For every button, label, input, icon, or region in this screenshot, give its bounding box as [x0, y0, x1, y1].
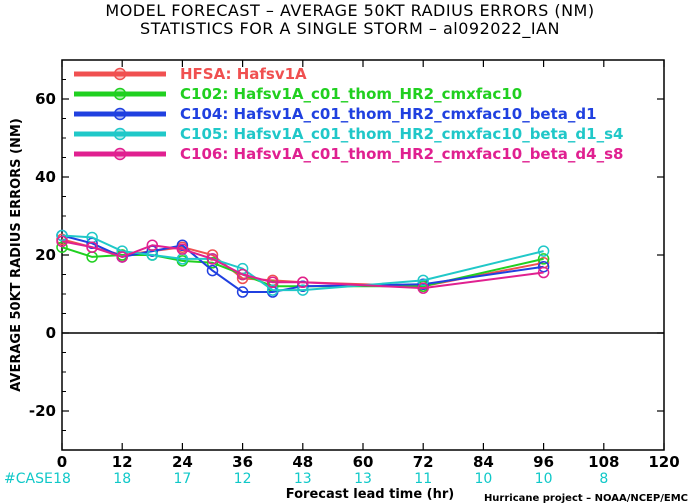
- y-tick-label: -20: [29, 402, 56, 420]
- series-line: [61, 238, 544, 288]
- x-tick-label: 108: [588, 453, 619, 471]
- series-point: [537, 245, 550, 257]
- x-tick-label: 12: [112, 453, 133, 471]
- legend-label: HFSA: Hafsv1A: [180, 65, 307, 83]
- series-point: [86, 241, 98, 253]
- case-count: 10: [474, 471, 492, 487]
- series-point: [146, 239, 159, 251]
- case-count: 11: [414, 471, 432, 487]
- series-point: [537, 260, 550, 273]
- y-tick-label: 60: [35, 90, 56, 108]
- series-point: [266, 276, 279, 289]
- series-point: [206, 257, 219, 269]
- series-point: [417, 274, 429, 287]
- series-point: [417, 282, 429, 294]
- x-tick-label: 72: [413, 453, 434, 471]
- chart-title-line1: MODEL FORECAST – AVERAGE 50KT RADIUS ERR…: [105, 1, 595, 20]
- series-point: [236, 268, 249, 281]
- case-count: 8: [599, 471, 608, 487]
- series-point: [417, 278, 429, 290]
- y-axis-label: AVERAGE 50KT RADIUS ERRORS (NM): [9, 118, 24, 392]
- y-tick-label: 20: [35, 246, 56, 264]
- legend-label: C106: Hafsv1A_c01_thom_HR2_cmxfac10_beta…: [180, 145, 623, 163]
- case-count: 18: [113, 471, 131, 487]
- series-point: [297, 280, 309, 292]
- legend-marker: [113, 127, 127, 141]
- chart-title-line2: STATISTICS FOR A SINGLE STORM – al092022…: [140, 19, 560, 38]
- series-point: [206, 253, 219, 265]
- x-axis-label: Forecast lead time (hr): [286, 487, 454, 502]
- x-tick-label: 48: [292, 453, 313, 471]
- case-count: 13: [294, 471, 312, 487]
- legend-marker: [113, 107, 127, 121]
- legend-label: C105: Hafsv1A_c01_thom_HR2_cmxfac10_beta…: [180, 125, 623, 143]
- x-tick-label: 36: [232, 453, 253, 471]
- x-tick-label: 96: [533, 453, 554, 471]
- series-point: [56, 235, 68, 248]
- legend-marker: [113, 147, 127, 161]
- legend-label: C104: Hafsv1A_c01_thom_HR2_cmxfac10_beta…: [180, 105, 597, 123]
- x-tick-label: 60: [353, 453, 374, 471]
- case-count-label: #CASE: [4, 471, 53, 487]
- series-point: [176, 243, 189, 255]
- credit-text: Hurricane project – NOAA/NCEP/EMC: [483, 493, 688, 504]
- series-point: [537, 266, 550, 279]
- series-line: [61, 234, 544, 293]
- case-count: 17: [173, 471, 191, 487]
- series-point: [236, 286, 249, 298]
- x-tick-label: 0: [57, 453, 67, 471]
- series-point: [206, 264, 219, 277]
- legend-marker: [113, 67, 127, 81]
- series-point: [56, 229, 68, 242]
- series-point: [266, 284, 279, 296]
- series-point: [116, 251, 128, 263]
- x-tick-label: 84: [473, 453, 494, 471]
- case-count: 12: [234, 471, 252, 487]
- y-tick-label: 40: [35, 168, 56, 186]
- case-count: 18: [53, 471, 71, 487]
- legend-marker: [113, 87, 127, 101]
- series-point: [297, 276, 309, 289]
- y-tick-label: 0: [46, 324, 56, 342]
- series-line: [61, 240, 544, 290]
- series-point: [537, 253, 550, 265]
- case-count: 10: [535, 471, 553, 487]
- series-point: [297, 284, 309, 296]
- case-count: 13: [354, 471, 372, 487]
- x-tick-label: 120: [648, 453, 679, 471]
- legend-label: C102: Hafsv1A_c01_thom_HR2_cmxfac10: [180, 85, 522, 103]
- x-tick-label: 24: [172, 453, 193, 471]
